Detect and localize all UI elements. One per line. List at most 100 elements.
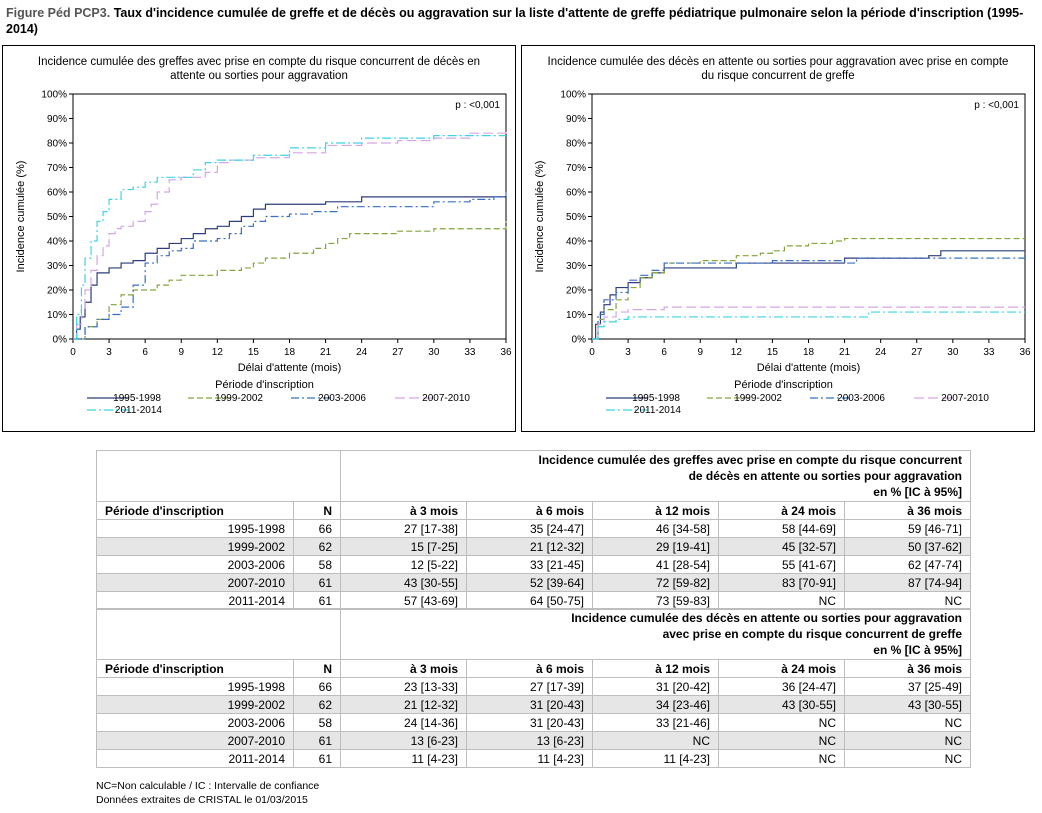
table-cell: 62 [293,537,341,556]
table-cell: 2011-2014 [96,591,294,610]
table-row: 1995-1998 66 27 [17-38] 35 [24-47] 46 [34-58… [96,519,971,538]
table-row: 2011-2014 61 57 [43-69] 64 [50-75] 73 [59-83… [96,591,971,610]
table-cell: 58 [44-69] [718,519,845,538]
series-line-1999-2002 [592,237,1025,340]
x-tick-label: 30 [428,347,440,358]
x-tick-label: 36 [1019,347,1031,358]
table-greffes: Incidence cumulée des greffes avec prise… [96,450,971,610]
x-tick-label: 12 [212,347,224,358]
footnote-source: Données extraites de CRISTAL le 01/03/20… [96,794,308,806]
x-axis-label: Délai d'attente (mois) [238,362,342,374]
y-tick-label: 10% [566,310,586,321]
legend-label-2003-2006: 2003-2006 [837,393,885,404]
table-cell: 62 [47-74] [844,555,971,574]
column-header: à 12 mois [592,659,719,678]
table-cell: 83 [70-91] [718,573,845,592]
y-tick-label: 50% [566,212,586,223]
table-row: 2007-2010 61 43 [30-55] 52 [39-64] 72 [59-82… [96,573,971,592]
y-tick-label: 20% [47,286,67,297]
x-tick-label: 15 [767,347,779,358]
table-cell: 73 [59-83] [592,591,719,610]
legend-label-1999-2002: 1999-2002 [734,393,782,404]
y-tick-label: 30% [566,261,586,272]
table-row: 2007-2010 61 13 [6-23] 13 [6-23] NC NC NC [96,731,971,750]
column-header: à 36 mois [844,501,971,520]
table-cell: 43 [30-55] [340,573,467,592]
table-cell: 21 [12-32] [466,537,593,556]
table-cell: 1999-2002 [96,695,294,714]
table-cell: 2011-2014 [96,749,294,768]
table-cell: 55 [41-67] [718,555,845,574]
column-header: à 6 mois [466,659,593,678]
table-cell: 59 [46-71] [844,519,971,538]
series-line-2007-2010 [73,130,507,340]
table-cell: 11 [4-23] [340,749,467,768]
y-tick-label: 30% [47,261,67,272]
legend-label-1995-1998: 1995-1998 [632,393,680,404]
block-header-line: de décès en attente ou sorties pour aggr… [688,469,962,483]
series-line-1995-1998 [592,250,1025,340]
x-tick-label: 9 [697,347,703,358]
table-cell: 61 [293,573,341,592]
table-cell: 66 [293,677,341,696]
table-cell: 43 [30-55] [718,695,845,714]
y-tick-label: 90% [47,114,67,125]
x-tick-label: 36 [500,347,512,358]
table-cell: 46 [34-58] [592,519,719,538]
table-cell: 2007-2010 [96,731,294,750]
table-cell: 2007-2010 [96,573,294,592]
table-cell: 64 [50-75] [466,591,593,610]
plot-area [591,93,1026,340]
header-empty-cell [96,608,341,660]
y-tick-label: 100% [560,90,586,101]
table-deces: Incidence cumulée des décès en attente o… [96,608,971,768]
table-cell: 33 [21-46] [592,713,719,732]
series-line-2003-2006 [73,192,507,340]
table-cell: 1995-1998 [96,519,294,538]
x-tick-label: 21 [839,347,851,358]
y-tick-label: 50% [47,212,67,223]
y-tick-label: 80% [566,139,586,150]
table-cell: 21 [12-32] [340,695,467,714]
column-header: à 3 mois [340,659,467,678]
x-tick-label: 6 [142,347,148,358]
x-tick-label: 18 [803,347,815,358]
series-line-2011-2014 [73,135,506,340]
column-header: à 3 mois [340,501,467,520]
x-tick-label: 0 [589,347,595,358]
figure-title-text: Taux d'incidence cumulée de greffe et de… [6,6,1024,36]
series-line-1995-1998 [73,196,506,340]
table-cell: 37 [25-49] [844,677,971,696]
header-empty-cell [96,450,341,502]
table-cell: 57 [43-69] [340,591,467,610]
x-axis-label: Délai d'attente (mois) [757,362,861,374]
x-tick-label: 24 [875,347,887,358]
block-header-line: en % [IC à 95%] [873,643,962,657]
table-cell: 58 [293,713,341,732]
table-cell: 45 [32-57] [718,537,845,556]
table-row: 1999-2002 62 15 [7-25] 21 [12-32] 29 [19-41]… [96,537,971,556]
table-cell: 33 [21-45] [466,555,593,574]
x-tick-label: 6 [661,347,667,358]
y-tick-label: 0% [572,335,587,346]
table-cell: 12 [5-22] [340,555,467,574]
table-cell: NC [718,731,845,750]
table-cell: 50 [37-62] [844,537,971,556]
table-cell: 41 [28-54] [592,555,719,574]
chart-title-line: attente ou sorties pour aggravation [170,70,348,82]
table-cell: NC [718,591,845,610]
series-line-1999-2002 [73,221,507,340]
table-cell: NC [718,749,845,768]
x-tick-label: 30 [947,347,959,358]
chart-panel-greffes: Incidence cumulée des greffes avec prise… [2,45,516,432]
table-cell: 58 [293,555,341,574]
table-cell: 34 [23-46] [592,695,719,714]
table-cell: 31 [20-42] [592,677,719,696]
legend-label-1999-2002: 1999-2002 [215,393,263,404]
column-header: N [293,659,341,678]
y-tick-label: 90% [566,114,586,125]
table-cell: 23 [13-33] [340,677,467,696]
x-tick-label: 3 [625,347,631,358]
x-tick-label: 15 [248,347,260,358]
legend-label-2007-2010: 2007-2010 [941,393,989,404]
